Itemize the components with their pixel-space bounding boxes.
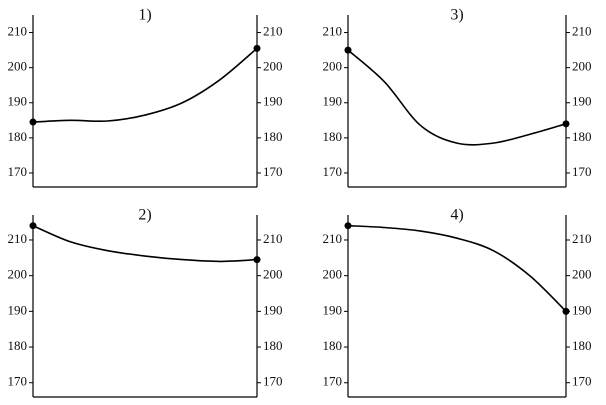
y-tick-label-left: 170	[323, 374, 343, 389]
y-tick-label-left: 210	[8, 24, 28, 39]
y-tick-label-right: 200	[572, 59, 592, 74]
y-tick-label-right: 200	[572, 267, 592, 282]
y-tick-label-right: 210	[572, 231, 592, 246]
end-point	[29, 222, 37, 230]
y-tick-label-left: 190	[8, 94, 28, 109]
y-tick-label-right: 210	[572, 24, 592, 39]
y-tick-label-left: 170	[8, 164, 28, 179]
y-tick-label-left: 210	[323, 24, 343, 39]
y-tick-label-left: 170	[323, 164, 343, 179]
y-tick-label-right: 200	[263, 267, 283, 282]
curve	[32, 47, 258, 123]
end-point	[29, 118, 37, 126]
curve	[347, 49, 567, 146]
y-tick-label-left: 180	[8, 129, 28, 144]
end-point	[253, 44, 261, 52]
y-tick-label-right: 210	[263, 231, 283, 246]
y-tick-label-right: 170	[263, 374, 283, 389]
panel: 1) 170 170 180 180 190 190 200 200 210 210	[8, 7, 283, 188]
y-tick-label-left: 200	[8, 267, 28, 282]
y-tick-label-left: 200	[8, 59, 28, 74]
y-tick-label-left: 200	[323, 267, 343, 282]
end-point	[344, 222, 352, 230]
y-tick-label-right: 210	[263, 24, 283, 39]
y-tick-label-left: 210	[323, 231, 343, 246]
y-tick-label-right: 170	[263, 164, 283, 179]
y-tick-label-right: 180	[263, 129, 283, 144]
y-tick-label-right: 190	[572, 94, 592, 109]
panel-title: 3)	[450, 7, 463, 24]
y-tick-label-left: 190	[323, 302, 343, 317]
curve	[347, 224, 567, 312]
y-tick-label-left: 180	[323, 129, 343, 144]
end-point	[562, 307, 570, 315]
panel-title: 2)	[138, 207, 151, 224]
y-tick-label-right: 200	[263, 59, 283, 74]
y-tick-label-left: 190	[8, 302, 28, 317]
y-tick-label-right: 190	[263, 302, 283, 317]
y-tick-label-right: 180	[263, 338, 283, 353]
end-point	[562, 120, 570, 128]
y-tick-label-left: 190	[323, 94, 343, 109]
panel: 3) 170 170 180 180 190 190 200 200 210 210	[323, 7, 592, 188]
end-point	[253, 256, 261, 264]
y-tick-label-right: 190	[263, 94, 283, 109]
panel: 4) 170 170 180 180 190 190 200 200 210 210	[323, 207, 592, 398]
y-tick-label-left: 200	[323, 59, 343, 74]
y-tick-label-left: 210	[8, 231, 28, 246]
y-tick-label-left: 170	[8, 374, 28, 389]
y-tick-label-right: 190	[572, 302, 592, 317]
y-tick-label-left: 180	[323, 338, 343, 353]
end-point	[344, 46, 352, 54]
y-tick-label-left: 180	[8, 338, 28, 353]
panel: 2) 170 170 180 180 190 190 200 200 210 210	[8, 207, 283, 398]
curve	[32, 224, 258, 263]
y-tick-label-right: 180	[572, 338, 592, 353]
y-tick-label-right: 170	[572, 164, 592, 179]
panel-title: 1)	[138, 7, 151, 24]
y-tick-label-right: 180	[572, 129, 592, 144]
panel-title: 4)	[450, 207, 463, 224]
y-tick-label-right: 170	[572, 374, 592, 389]
